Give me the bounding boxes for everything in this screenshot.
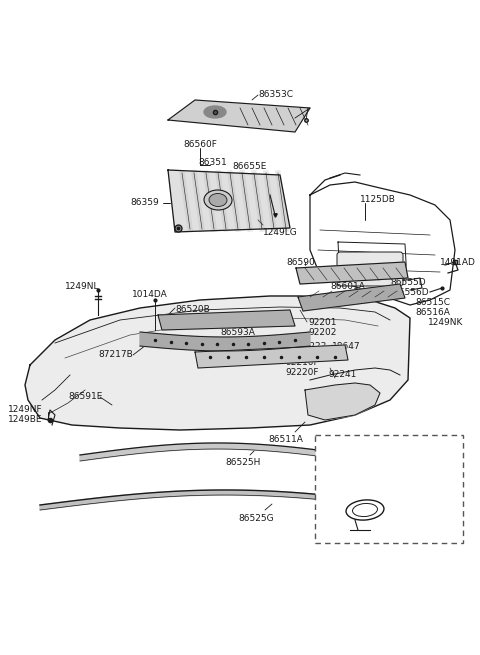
Polygon shape: [168, 100, 310, 132]
Text: 92220F: 92220F: [285, 368, 319, 377]
Polygon shape: [298, 284, 405, 311]
Text: 86513: 86513: [338, 462, 367, 471]
Text: 86359: 86359: [130, 198, 159, 207]
Text: 1491AD: 1491AD: [440, 258, 476, 267]
Polygon shape: [296, 262, 408, 284]
Polygon shape: [168, 170, 290, 232]
Text: 1125DB: 1125DB: [360, 195, 396, 204]
Text: 92223: 92223: [298, 342, 326, 351]
Ellipse shape: [204, 106, 226, 118]
Text: 1249BE: 1249BE: [8, 415, 43, 424]
Polygon shape: [25, 296, 410, 430]
Text: 86525H: 86525H: [225, 458, 260, 467]
FancyBboxPatch shape: [315, 435, 463, 543]
Ellipse shape: [204, 190, 232, 210]
Ellipse shape: [209, 193, 227, 206]
Text: 1014DA: 1014DA: [132, 290, 168, 299]
Text: 86512B: 86512B: [270, 342, 305, 351]
Text: 86593A: 86593A: [220, 328, 255, 337]
FancyBboxPatch shape: [337, 252, 403, 286]
Text: 86525G: 86525G: [238, 514, 274, 523]
Text: 86516A: 86516A: [415, 308, 450, 317]
Text: 86514: 86514: [338, 472, 367, 481]
Polygon shape: [158, 310, 295, 330]
Text: 86590: 86590: [286, 258, 315, 267]
Text: 86560F: 86560F: [183, 140, 217, 149]
Text: 92201: 92201: [308, 318, 336, 327]
Text: 87217B: 87217B: [98, 350, 133, 359]
Polygon shape: [140, 332, 310, 351]
Text: 86655E: 86655E: [232, 162, 266, 171]
Polygon shape: [305, 383, 380, 420]
Text: 86515C: 86515C: [415, 298, 450, 307]
Text: 86555D: 86555D: [390, 278, 426, 287]
Text: 1249LG: 1249LG: [263, 228, 298, 237]
Text: 86601A: 86601A: [330, 282, 365, 291]
Text: 1249NF: 1249NF: [8, 405, 43, 414]
Text: 92210F: 92210F: [285, 358, 319, 367]
Text: 92241: 92241: [328, 370, 356, 379]
Text: 86353C: 86353C: [258, 90, 293, 99]
Text: 18647: 18647: [332, 342, 360, 351]
Polygon shape: [80, 443, 355, 461]
Text: 86351: 86351: [198, 158, 227, 167]
Text: 86511A: 86511A: [268, 435, 303, 444]
Text: 86556D: 86556D: [393, 288, 429, 297]
Text: 1249NK: 1249NK: [428, 318, 463, 327]
Polygon shape: [40, 490, 410, 510]
Polygon shape: [195, 345, 348, 368]
Text: 86520B: 86520B: [175, 305, 210, 314]
Text: 92202: 92202: [308, 328, 336, 337]
Text: 86591E: 86591E: [68, 392, 102, 401]
Text: 1249NL: 1249NL: [65, 282, 99, 291]
Text: (W/FOG LAMP): (W/FOG LAMP): [320, 445, 385, 454]
